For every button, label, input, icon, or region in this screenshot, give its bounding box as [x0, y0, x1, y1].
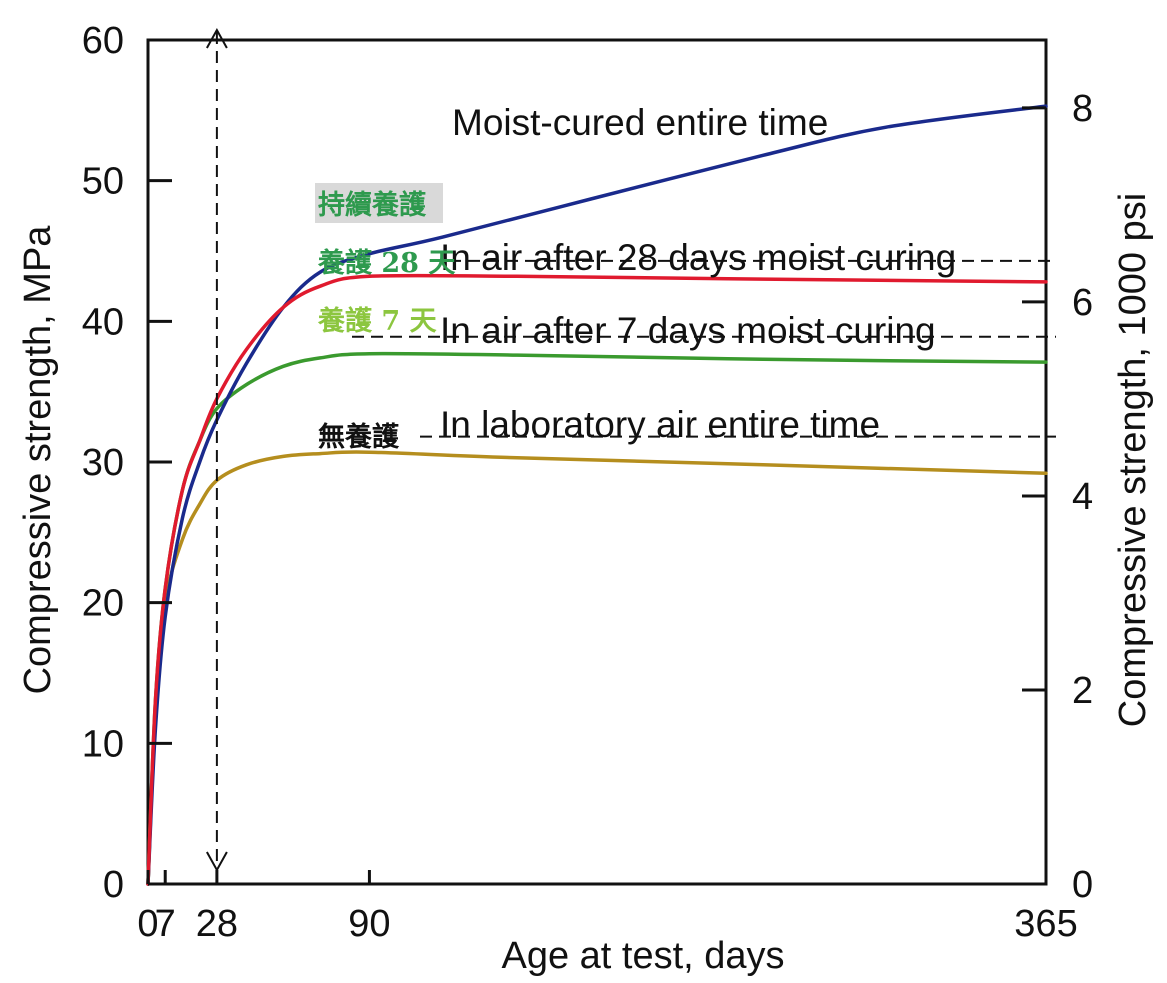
x-tick-label-90: 90 — [348, 903, 390, 945]
y2-tick-label-2: 2 — [1072, 670, 1093, 712]
y-tick-label-60: 60 — [82, 20, 124, 62]
arrow-head-bottom — [206, 851, 228, 873]
y-tick-label-30: 30 — [82, 442, 124, 484]
cjk-continuous-background — [315, 183, 443, 223]
x-tick-label-7: 7 — [155, 903, 176, 945]
y-axis-title: Compressive strength, MPa — [17, 225, 59, 695]
series-moist-cured — [146, 104, 1048, 886]
cjk-label-continuous: 持續養護 — [318, 189, 427, 221]
y-tick-label-20: 20 — [82, 583, 124, 625]
reference-lines — [352, 259, 1056, 438]
x-tick-label-28: 28 — [196, 903, 238, 945]
series-air-after-28 — [146, 273, 1048, 886]
y-tick-label-0: 0 — [103, 864, 124, 906]
x-tick-label-365: 365 — [1014, 903, 1077, 945]
x-axis-title: Age at test, days — [501, 935, 784, 977]
y-tick-label-50: 50 — [82, 161, 124, 203]
y-tick-label-40: 40 — [82, 301, 124, 343]
cjk-label-7-days: 養護 7 天 — [317, 305, 437, 337]
plot-frame — [146, 38, 1048, 886]
y2-tick-label-0: 0 — [1072, 864, 1093, 906]
arrow-head-top — [206, 27, 228, 49]
y2-axis-title: Compressive strength, 1000 psi — [1112, 193, 1154, 727]
arrow-layer — [206, 27, 228, 873]
y-tick-label-10: 10 — [82, 723, 124, 765]
y2-tick-label-8: 8 — [1072, 88, 1093, 130]
label-air-after-28: In air after 28 days moist curing — [440, 237, 956, 278]
y2-tick-label-4: 4 — [1072, 476, 1093, 518]
cjk-label-28-days: 養護 28 天 — [317, 247, 455, 279]
x-tick-label-0: 0 — [137, 903, 158, 945]
label-laboratory-air: In laboratory air entire time — [440, 404, 880, 445]
series-layer — [146, 104, 1048, 886]
cjk-label-no-curing: 無養護 — [318, 421, 400, 453]
label-moist-cured: Moist-cured entire time — [452, 102, 828, 143]
y2-tick-label-6: 6 — [1072, 282, 1093, 324]
plot-border — [146, 38, 1048, 886]
label-air-after-7: In air after 7 days moist curing — [440, 310, 936, 351]
series-laboratory-air — [146, 450, 1048, 886]
